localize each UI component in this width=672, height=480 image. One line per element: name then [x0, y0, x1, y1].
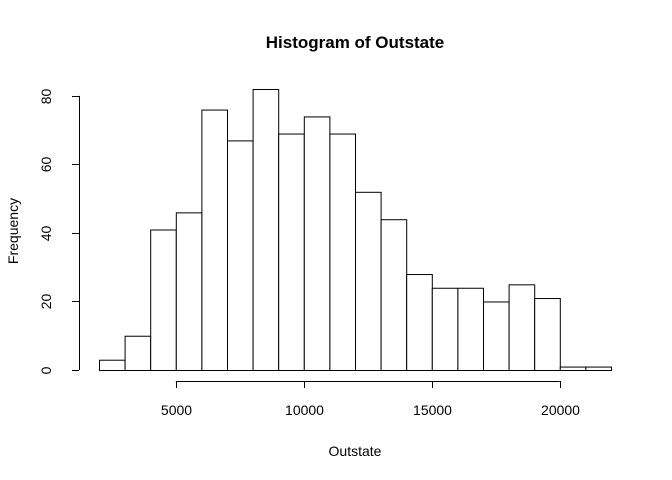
- histogram-bars: [99, 89, 613, 372]
- y-axis-label: Frequency: [5, 198, 21, 264]
- histogram-bar: [278, 133, 305, 371]
- y-axis: 0 20 40 60 80: [38, 89, 80, 374]
- histogram-bar: [99, 359, 126, 372]
- histogram-bar: [329, 133, 356, 371]
- x-axis-label: Outstate: [329, 443, 382, 459]
- x-tick-label: 15000: [413, 402, 452, 418]
- histogram-bar: [124, 335, 152, 372]
- histogram-bar: [559, 366, 587, 372]
- y-tick-label: 40: [38, 226, 54, 242]
- histogram-bar: [431, 287, 459, 372]
- histogram-bar: [201, 109, 228, 371]
- histogram-bar: [252, 89, 280, 371]
- histogram-bar: [355, 191, 382, 371]
- x-tick-label: 10000: [285, 402, 324, 418]
- x-tick-label: 5000: [161, 402, 192, 418]
- y-tick-label: 80: [38, 89, 54, 105]
- histogram-bar: [380, 219, 408, 371]
- histogram-bar: [227, 140, 254, 371]
- histogram-bar: [150, 229, 177, 371]
- histogram-bar: [175, 212, 203, 371]
- histogram-bar: [534, 298, 561, 372]
- histogram-bar: [483, 301, 510, 371]
- y-tick-label: 20: [38, 294, 54, 310]
- chart-title: Histogram of Outstate: [266, 33, 445, 52]
- y-tick-label: 60: [38, 157, 54, 173]
- y-tick-label: 0: [38, 366, 54, 374]
- histogram-bar: [457, 287, 484, 372]
- histogram-bar: [303, 116, 331, 372]
- histogram-bar: [585, 366, 613, 372]
- x-tick-label: 20000: [541, 402, 580, 418]
- histogram-bar: [508, 284, 536, 371]
- histogram-bar: [406, 274, 433, 371]
- x-axis: 5000 10000 15000 20000: [161, 381, 580, 418]
